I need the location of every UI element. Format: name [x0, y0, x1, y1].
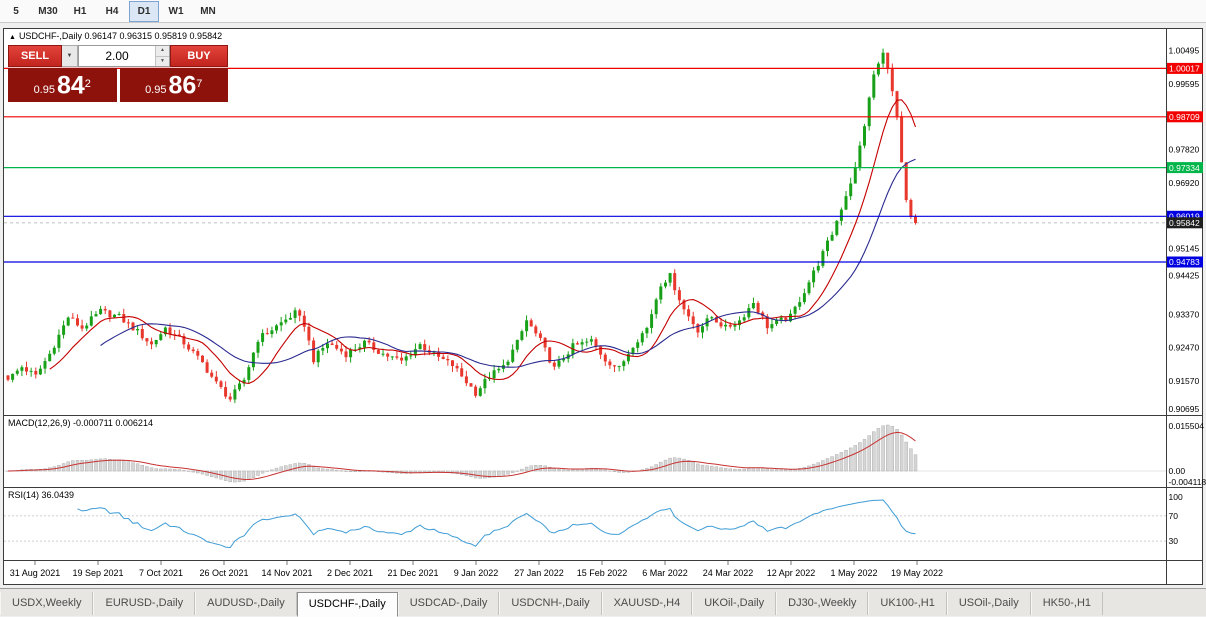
- macd-axis-label: -0.004118: [1169, 477, 1206, 487]
- stepper-down-icon[interactable]: ▼: [156, 57, 169, 67]
- time-axis-label: 1 May 2022: [830, 568, 877, 578]
- price-axis-label: 0.94425: [1169, 270, 1200, 280]
- time-axis-label: 9 Jan 2022: [454, 568, 499, 578]
- symbol-marker-icon: ▲: [9, 34, 16, 41]
- rsi-label: RSI(14): [8, 490, 39, 500]
- time-axis-label: 7 Oct 2021: [139, 568, 183, 578]
- sell-button[interactable]: SELL: [8, 45, 62, 67]
- price-axis-label: 0.97820: [1169, 145, 1200, 155]
- time-axis-label: 2 Dec 2021: [327, 568, 373, 578]
- lot-size-value[interactable]: 2.00: [79, 46, 155, 66]
- time-axis-label: 27 Jan 2022: [514, 568, 564, 578]
- tab-dj30-weekly[interactable]: DJ30-,Weekly: [776, 592, 868, 615]
- timeframe-button-m30[interactable]: M30: [33, 1, 63, 22]
- macd-values: -0.000711 0.006214: [73, 418, 153, 428]
- price-level-badge-text: 0.94783: [1169, 257, 1200, 267]
- symbol-header: ▲USDCHF-,Daily 0.96147 0.96315 0.95819 0…: [9, 31, 222, 41]
- tab-xauusd-h4[interactable]: XAUUSD-,H4: [602, 592, 693, 615]
- stepper-up-icon[interactable]: ▲: [156, 46, 169, 57]
- time-axis-label: 6 Mar 2022: [642, 568, 688, 578]
- buy-button[interactable]: BUY: [170, 45, 228, 67]
- bid-price-panel[interactable]: 0.95842: [8, 68, 117, 102]
- macd-axis-label: 0.00: [1169, 466, 1186, 476]
- rsi-value: 36.0439: [42, 490, 75, 500]
- rsi-axis-label: 70: [1169, 511, 1179, 521]
- ask-price-panel[interactable]: 0.95867: [120, 68, 229, 102]
- tab-hk50-h1[interactable]: HK50-,H1: [1031, 592, 1103, 615]
- time-axis-label: 24 Mar 2022: [703, 568, 754, 578]
- price-level-badge-text: 0.98709: [1169, 112, 1200, 122]
- time-axis-label: 21 Dec 2021: [387, 568, 438, 578]
- tab-usdcnh-daily[interactable]: USDCNH-,Daily: [499, 592, 601, 615]
- bid-price-small: 0.95: [34, 84, 55, 96]
- time-axis-label: 14 Nov 2021: [261, 568, 312, 578]
- tab-usdcad-daily[interactable]: USDCAD-,Daily: [398, 592, 500, 615]
- symbol-ohlc-values: 0.96147 0.96315 0.95819 0.95842: [84, 31, 222, 41]
- price-level-badge-text: 0.95842: [1169, 218, 1200, 228]
- lot-size-stepper: ▲ ▼: [155, 46, 169, 66]
- tab-ukoil-daily[interactable]: UKOil-,Daily: [692, 592, 776, 615]
- price-axis-label: 0.93370: [1169, 309, 1200, 319]
- macd-label: MACD(12,26,9): [8, 418, 71, 428]
- time-axis-label: 19 May 2022: [891, 568, 943, 578]
- timeframe-button-mn[interactable]: MN: [193, 1, 223, 22]
- symbol-name: USDCHF-,Daily: [19, 31, 82, 41]
- ask-price-big: 86: [168, 71, 196, 99]
- time-axis-label: 26 Oct 2021: [199, 568, 248, 578]
- timeframe-button-h1[interactable]: H1: [65, 1, 95, 22]
- lot-size-field[interactable]: 2.00 ▲ ▼: [78, 45, 170, 67]
- timeframe-button-5[interactable]: 5: [1, 1, 31, 22]
- chevron-down-icon: ▼: [67, 53, 73, 59]
- macd-indicator-header: MACD(12,26,9) -0.000711 0.006214: [8, 418, 153, 428]
- price-axis-label: 0.91570: [1169, 376, 1200, 386]
- macd-axis-label: 0.015504: [1169, 421, 1205, 431]
- rsi-axis-label: 30: [1169, 536, 1179, 546]
- price-axis-label: 0.92470: [1169, 343, 1200, 353]
- price-axis-label: 1.00495: [1169, 46, 1200, 56]
- tab-eurusd-daily[interactable]: EURUSD-,Daily: [93, 592, 195, 615]
- timeframe-button-w1[interactable]: W1: [161, 1, 191, 22]
- time-axis-label: 19 Sep 2021: [72, 568, 123, 578]
- rsi-indicator-header: RSI(14) 36.0439: [8, 490, 74, 500]
- time-axis-label: 15 Feb 2022: [577, 568, 628, 578]
- bid-price-big: 84: [57, 71, 85, 99]
- time-axis-label: 31 Aug 2021: [10, 568, 61, 578]
- price-axis-label: 0.90695: [1169, 404, 1200, 414]
- tab-uk100-h1[interactable]: UK100-,H1: [868, 592, 946, 615]
- tab-usoil-daily[interactable]: USOil-,Daily: [947, 592, 1031, 615]
- ask-price-small: 0.95: [145, 84, 166, 96]
- price-level-badge-text: 0.97334: [1169, 163, 1200, 173]
- tab-usdchf-daily[interactable]: USDCHF-,Daily: [297, 592, 398, 617]
- tab-usdx-weekly[interactable]: USDX,Weekly: [0, 592, 93, 615]
- ask-price-sup: 7: [196, 78, 202, 90]
- timeframe-button-h4[interactable]: H4: [97, 1, 127, 22]
- price-level-badge-text: 1.00017: [1169, 64, 1200, 74]
- one-click-trade-widget: SELL ▼ 2.00 ▲ ▼ BUY 0.95842 0.95867: [8, 45, 228, 102]
- price-axis-label: 0.99595: [1169, 79, 1200, 89]
- price-axis-label: 0.96920: [1169, 178, 1200, 188]
- bid-price-sup: 2: [85, 78, 91, 90]
- timeframe-button-d1[interactable]: D1: [129, 1, 159, 22]
- time-axis-label: 12 Apr 2022: [767, 568, 816, 578]
- order-type-dropdown[interactable]: ▼: [62, 45, 78, 67]
- rsi-axis-label: 100: [1169, 492, 1183, 502]
- price-axis-label: 0.95145: [1169, 244, 1200, 254]
- tab-audusd-daily[interactable]: AUDUSD-,Daily: [195, 592, 297, 615]
